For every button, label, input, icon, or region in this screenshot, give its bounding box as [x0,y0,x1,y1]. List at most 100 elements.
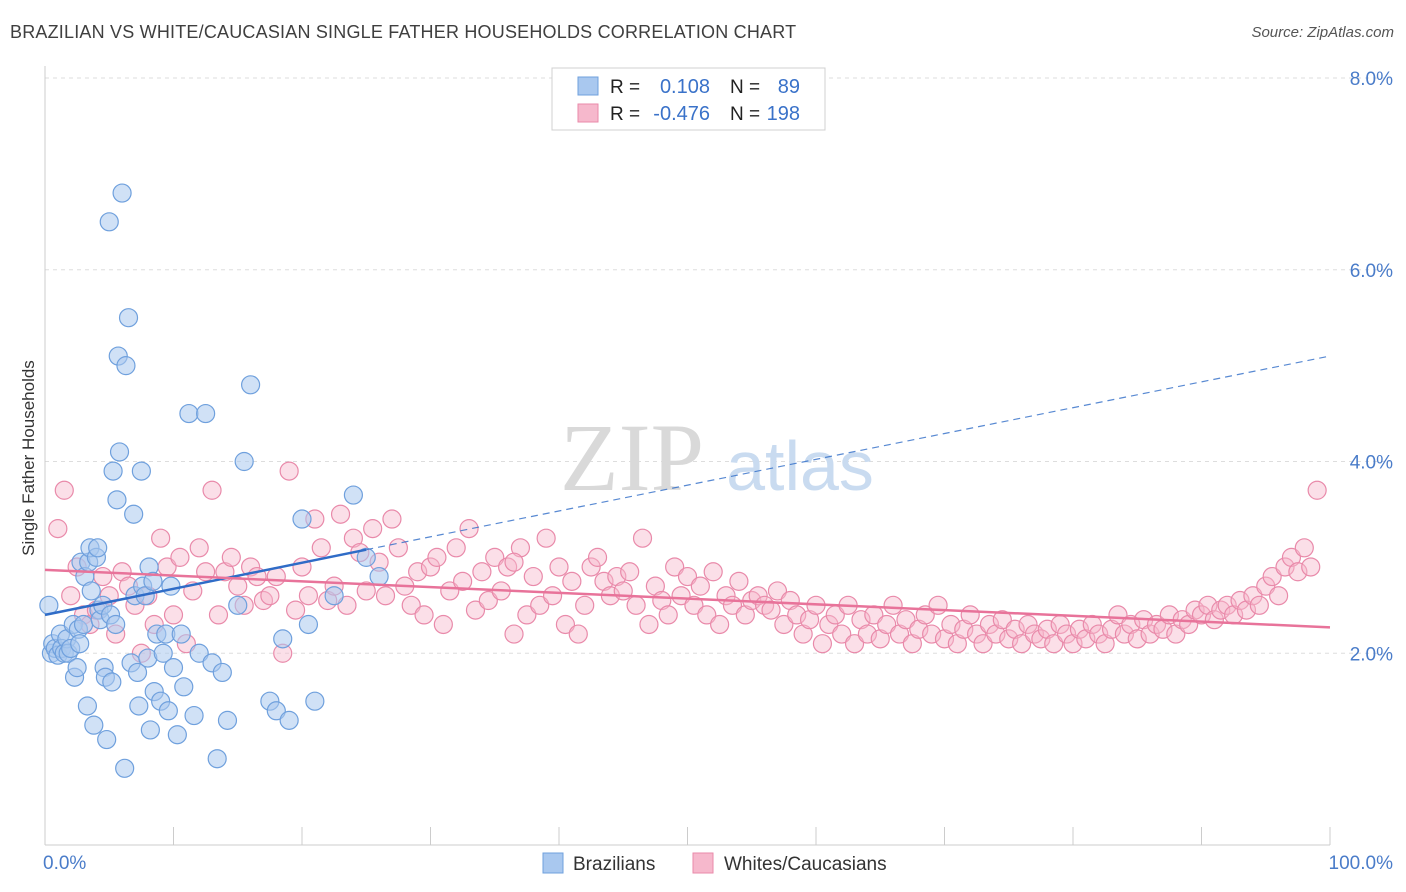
white-caucasian-point [607,566,627,587]
brazilian-point [196,403,216,424]
y-tick-label: 4.0% [1350,453,1393,474]
y-axis-label: Single Father Households [19,360,38,556]
white-caucasian-point [581,557,601,577]
white-caucasian-point [343,528,363,548]
brazilian-point [103,461,123,481]
brazilian-point [77,696,98,716]
white-caucasian-point [1217,595,1237,615]
tick-labels: 2.0% 4.0% 6.0% 8.0% 0.0% 100.0% [43,69,1393,874]
white-caucasian-point [1288,562,1308,582]
white-caucasian-point [446,538,466,558]
legend-n-label-1: N = [730,77,760,98]
white-caucasian-point [793,624,813,644]
chart-title: BRAZILIAN VS WHITE/CAUCASIAN SINGLE FATH… [10,22,797,42]
brazilian-point [217,710,238,730]
white-caucasian-point [208,605,229,625]
white-caucasian-point [594,571,614,591]
white-caucasian-point [504,552,524,572]
legend-n-value-2: 198 [767,103,800,125]
brazilian-point [212,662,232,683]
white-caucasian-point [536,528,556,548]
brazilian-point [131,461,151,481]
white-caucasian-point [973,634,993,654]
legend-r-value-1: 0.108 [660,76,710,98]
brazilian-point [163,658,184,678]
white-caucasian-point [459,519,479,539]
white-caucasian-point [787,605,807,625]
white-caucasian-point [1011,634,1032,654]
brazilian-point [167,725,187,745]
white-caucasian-point [408,562,428,582]
white-caucasian-point [453,571,473,591]
white-caucasian-point [1031,629,1051,649]
white-caucasian-point [1076,629,1096,649]
brazilians-trend-line [44,548,367,617]
series-legend-swatch-whites [692,852,714,874]
white-caucasian-point [330,504,351,524]
series-legend: Brazilians Whites/Caucasians [542,852,887,875]
brazilian-point [305,691,325,711]
white-caucasian-point [151,528,171,548]
series-legend-label-whites: Whites/Caucasians [724,854,887,875]
brazilian-point [234,451,254,472]
white-caucasian-point [48,519,68,539]
brazilians-trend-extension [366,355,1331,551]
white-caucasian-point [979,614,1000,635]
white-caucasian-point [1056,624,1077,644]
white-caucasian-point [1127,629,1147,649]
brazilian-point [241,375,261,395]
white-caucasian-point [1089,624,1109,644]
white-caucasian-point [1191,605,1212,625]
white-caucasian-point [1166,624,1186,644]
brazilian-point [143,571,163,591]
brazilian-point [161,576,181,596]
white-caucasian-point [401,595,421,615]
gridlines [45,77,1390,654]
brazilian-point [84,715,104,735]
white-caucasian-point [1262,566,1282,587]
brazilian-point [140,720,160,740]
brazilian-point [189,643,209,663]
white-caucasian-point [311,538,331,558]
legend-swatch-blue [577,76,599,96]
brazilian-point [228,595,248,615]
white-caucasian-point [542,586,563,606]
brazilian-point [116,356,136,376]
white-caucasian-point [510,538,531,558]
white-caucasian-point [1198,595,1218,615]
white-caucasian-point [1044,634,1064,654]
source-credit: Source: ZipAtlas.com [1251,24,1394,41]
series-legend-swatch-brazilians [542,852,564,874]
white-caucasian-point [1005,619,1025,639]
white-caucasian-point [575,595,595,615]
white-caucasian-point [472,562,492,582]
white-caucasian-point [1101,619,1122,639]
white-caucasian-point [587,547,608,567]
legend-n-label-2: N = [730,104,760,125]
brazilian-point [112,183,132,203]
brazilian-point [324,586,344,606]
white-caucasian-point [735,605,755,625]
white-caucasian-point [922,624,942,644]
white-caucasian-point [1140,624,1160,644]
white-caucasian-point [658,605,678,625]
white-caucasian-point [228,576,248,596]
whites-caucasians-points [48,461,1327,663]
white-caucasian-point [799,610,820,630]
white-caucasian-point [363,519,383,539]
white-caucasian-point [1121,614,1141,635]
white-caucasian-point [870,629,890,649]
white-caucasian-point [337,595,357,615]
brazilian-point [298,614,319,635]
white-caucasian-point [902,634,922,654]
white-caucasian-point [697,605,717,625]
white-caucasian-point [677,566,698,587]
white-caucasian-point [356,581,376,601]
white-caucasian-point [420,557,441,577]
x-tick-label: 100.0% [1329,853,1394,874]
white-caucasian-point [851,610,871,630]
brazilian-point [97,729,117,750]
white-caucasian-point [549,557,569,577]
white-caucasian-point [632,528,653,548]
